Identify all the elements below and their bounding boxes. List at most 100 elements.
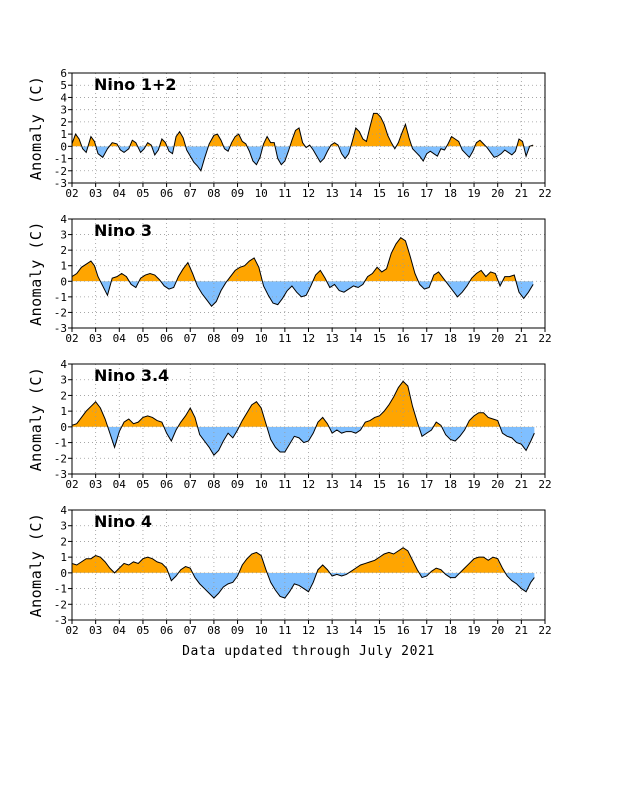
x-tick-label: 21	[515, 187, 528, 200]
x-tick-label: 10	[255, 187, 268, 200]
y-tick-label: 0	[60, 275, 67, 288]
x-tick-label: 07	[184, 332, 197, 345]
x-tick-label: 22	[538, 478, 551, 491]
y-tick-label: 3	[60, 374, 67, 387]
x-tick-label: 11	[278, 332, 291, 345]
y-tick-label: 5	[60, 79, 67, 92]
y-tick-label: 1	[60, 260, 67, 273]
y-tick-label: 4	[60, 504, 67, 517]
x-tick-label: 15	[373, 332, 386, 345]
x-tick-label: 11	[278, 624, 291, 637]
x-tick-label: 08	[207, 478, 220, 491]
x-tick-label: 10	[255, 624, 268, 637]
panel-title: Nino 3.4	[94, 366, 169, 385]
x-tick-label: 19	[467, 187, 480, 200]
y-tick-label: 2	[60, 116, 67, 129]
y-tick-label: -3	[54, 177, 67, 190]
x-tick-label: 16	[396, 478, 409, 491]
x-tick-label: 03	[89, 624, 102, 637]
x-tick-label: 14	[349, 187, 363, 200]
x-tick-label: 08	[207, 187, 220, 200]
y-tick-label: -1	[54, 153, 67, 166]
x-tick-label: 02	[65, 478, 78, 491]
y-axis-label: Anomaly (C)	[27, 76, 45, 181]
y-tick-label: 4	[60, 91, 67, 104]
x-tick-label: 07	[184, 624, 197, 637]
y-axis-label: Anomaly (C)	[27, 367, 45, 472]
y-tick-label: 4	[60, 358, 67, 371]
x-tick-label: 07	[184, 478, 197, 491]
x-tick-label: 16	[396, 187, 409, 200]
x-tick-label: 03	[89, 332, 102, 345]
y-tick-label: 1	[60, 405, 67, 418]
x-tick-label: 16	[396, 332, 409, 345]
y-tick-label: 0	[60, 567, 67, 580]
x-tick-label: 02	[65, 624, 78, 637]
x-tick-label: 12	[302, 187, 315, 200]
x-tick-label: 02	[65, 332, 78, 345]
x-tick-label: 09	[231, 187, 244, 200]
x-tick-label: 08	[207, 624, 220, 637]
x-tick-label: 21	[515, 332, 528, 345]
y-tick-label: 6	[60, 67, 67, 80]
x-tick-label: 09	[231, 478, 244, 491]
x-tick-label: 14	[349, 624, 363, 637]
y-tick-label: -2	[54, 306, 67, 319]
x-tick-label: 19	[467, 624, 480, 637]
x-tick-label: 18	[444, 187, 457, 200]
positive-anomaly-area	[72, 237, 516, 282]
x-tick-label: 06	[160, 624, 173, 637]
x-tick-label: 09	[231, 332, 244, 345]
x-tick-label: 02	[65, 187, 78, 200]
x-tick-label: 09	[231, 624, 244, 637]
y-tick-label: -3	[54, 322, 67, 335]
positive-anomaly-area	[72, 547, 506, 573]
y-tick-label: -1	[54, 583, 67, 596]
x-tick-label: 06	[160, 187, 173, 200]
x-tick-label: 05	[136, 478, 149, 491]
negative-anomaly-area	[72, 572, 535, 598]
x-tick-label: 08	[207, 332, 220, 345]
x-tick-label: 16	[396, 624, 409, 637]
y-tick-label: 1	[60, 551, 67, 564]
y-tick-label: 3	[60, 520, 67, 533]
x-tick-label: 11	[278, 187, 291, 200]
x-tick-label: 11	[278, 478, 291, 491]
x-tick-label: 15	[373, 478, 386, 491]
x-tick-label: 12	[302, 478, 315, 491]
x-tick-label: 10	[255, 332, 268, 345]
x-tick-label: 21	[515, 624, 528, 637]
y-tick-label: 2	[60, 244, 67, 257]
y-tick-label: -2	[54, 452, 67, 465]
y-tick-label: -2	[54, 165, 67, 178]
panel-title: Nino 1+2	[94, 75, 177, 94]
x-tick-label: 17	[420, 478, 433, 491]
x-tick-label: 04	[113, 624, 127, 637]
x-tick-label: 05	[136, 187, 149, 200]
x-tick-label: 13	[326, 187, 339, 200]
y-tick-label: 0	[60, 140, 67, 153]
x-tick-label: 10	[255, 478, 268, 491]
x-tick-label: 22	[538, 187, 551, 200]
anomaly-series-line	[72, 380, 535, 456]
x-tick-label: 03	[89, 187, 102, 200]
data-updated-footer: Data updated through July 2021	[182, 644, 435, 659]
x-tick-label: 14	[349, 332, 363, 345]
y-tick-label: -1	[54, 291, 67, 304]
x-tick-label: 14	[349, 478, 363, 491]
y-tick-label: -2	[54, 598, 67, 611]
x-tick-label: 17	[420, 187, 433, 200]
x-tick-label: 07	[184, 187, 197, 200]
x-tick-label: 03	[89, 478, 102, 491]
x-tick-label: 04	[113, 478, 127, 491]
x-tick-label: 19	[467, 478, 480, 491]
x-tick-label: 12	[302, 332, 315, 345]
positive-anomaly-area	[72, 381, 501, 427]
y-tick-label: 2	[60, 389, 67, 402]
negative-anomaly-area	[72, 426, 535, 456]
x-tick-label: 19	[467, 332, 480, 345]
x-tick-label: 05	[136, 624, 149, 637]
